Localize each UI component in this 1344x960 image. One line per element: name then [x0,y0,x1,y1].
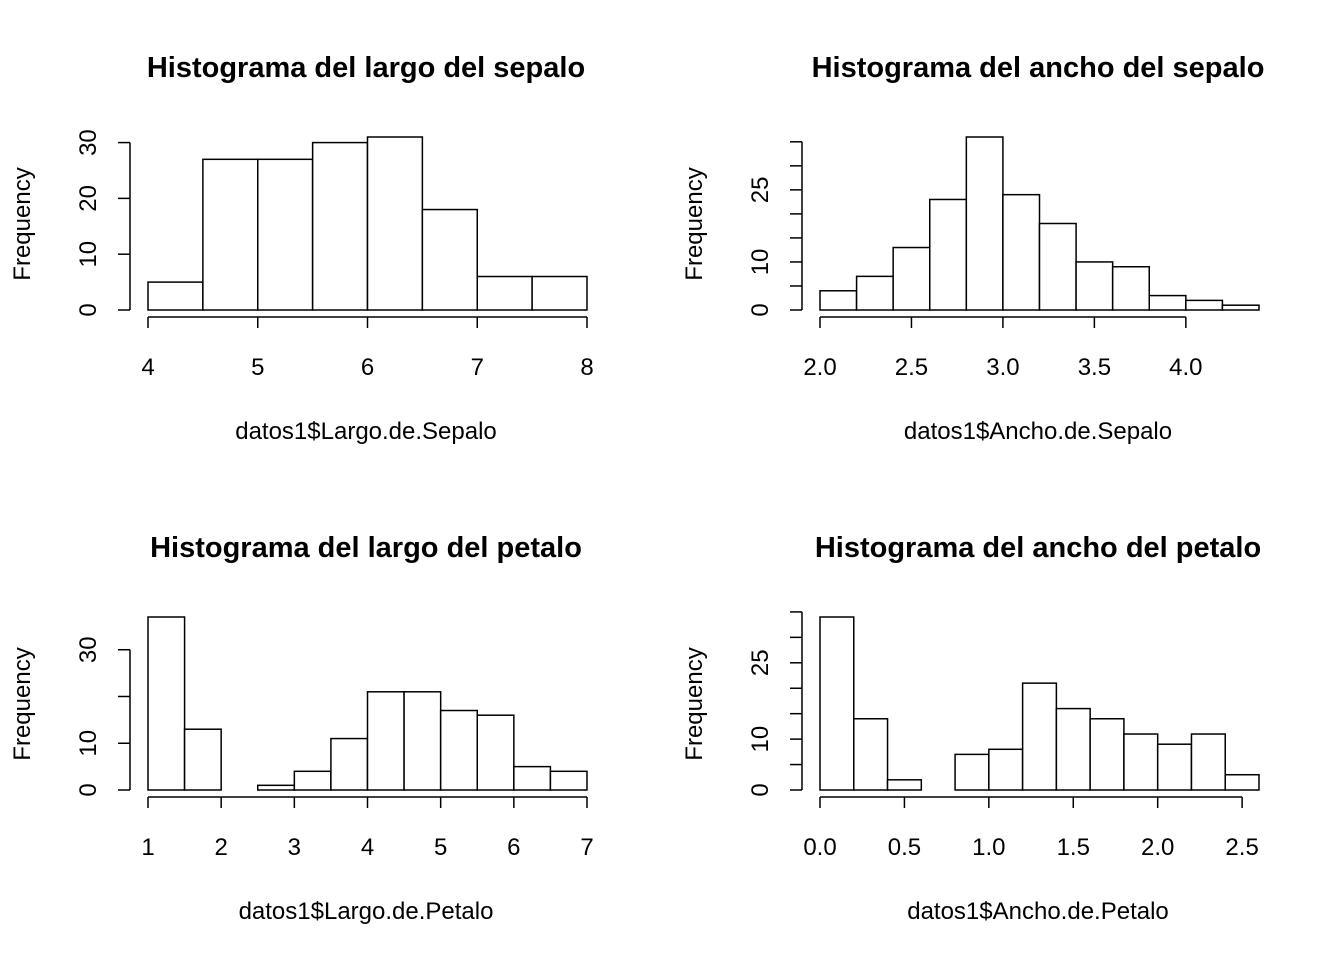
x-tick-label: 7 [471,354,484,381]
bar [1221,304,1260,311]
x-tick-label: 1.0 [972,834,1005,861]
bar [1224,773,1260,791]
x-tick-label: 1.5 [1057,834,1090,861]
bar [202,158,259,311]
x-tick-label: 2.0 [803,354,836,381]
y-axis-label: Frequency [9,167,36,280]
bar [147,616,186,791]
chart-title: Histograma del largo del petalo [150,532,582,564]
bar [1089,718,1125,791]
x-tick-label: 3 [288,834,301,861]
x-tick-label: 6 [507,834,520,861]
y-tick-label: 10 [75,241,102,268]
x-tick-label: 4 [141,354,154,381]
bar [1148,294,1187,311]
x-tick-label: 1 [141,834,154,861]
bar [439,709,478,791]
y-tick-label: 0 [747,783,774,796]
x-tick-label: 5 [251,354,264,381]
chart-title: Histograma del largo del sepalo [147,52,585,84]
bar [1021,682,1058,791]
panel: Histograma del ancho del petalo datos1$An… [681,532,1261,925]
bar [1002,193,1041,311]
x-tick-label: 8 [580,354,593,381]
y-tick-label: 30 [75,129,102,156]
x-tick-label: 5 [434,834,447,861]
y-axis-label: Frequency [681,647,708,760]
bar [886,779,923,791]
bar [476,714,515,791]
x-tick-label: 2.5 [1225,834,1258,861]
x-tick-label: 3.5 [1078,354,1111,381]
bar [531,275,588,311]
bar [853,718,889,791]
x-tick-label: 4.0 [1169,354,1202,381]
y-tick-label: 10 [75,730,102,757]
y-tick-label: 25 [747,649,774,676]
bar [1055,707,1091,791]
bar [819,290,858,311]
y-tick-label: 0 [747,303,774,316]
x-tick-label: 0.0 [803,834,836,861]
panel: Histograma del ancho del sepalo datos1$An… [681,52,1264,445]
bar [366,691,405,791]
y-axis-label: Frequency [9,647,36,760]
bar [421,208,478,311]
y-tick-label: 20 [75,185,102,212]
y-tick-label: 25 [747,177,774,204]
bar [257,158,314,311]
y-tick-label: 0 [75,783,102,796]
bar [1123,733,1159,791]
y-axis-label: Frequency [681,167,708,280]
bar [965,136,1004,311]
bar [147,281,204,311]
x-tick-label: 0.5 [888,834,921,861]
x-tick-label: 2.5 [895,354,928,381]
chart-title: Histograma del ancho del petalo [815,532,1261,564]
bar [855,275,894,311]
bar [1075,261,1114,311]
bar [1185,299,1224,311]
x-tick-label: 4 [361,834,374,861]
bar [330,737,369,791]
panel: Histograma del largo del sepalo datos1$La… [9,52,594,445]
y-tick-label: 10 [747,726,774,753]
y-tick-label: 30 [75,636,102,663]
bar [257,784,296,791]
bar [549,770,588,791]
bar [988,748,1024,791]
bar [819,616,855,791]
x-tick-label: 7 [580,834,593,861]
x-axis-label: datos1$Ancho.de.Sepalo [904,418,1172,445]
x-axis-label: datos1$Largo.de.Petalo [239,898,494,925]
bar [366,136,424,311]
y-tick-label: 10 [747,249,774,276]
bar [403,691,442,791]
bar [929,198,968,311]
x-tick-label: 2 [214,834,227,861]
x-tick-label: 3.0 [986,354,1019,381]
bar [293,770,332,791]
bar [476,275,533,311]
y-tick-label: 0 [75,303,102,316]
x-tick-label: 6 [361,354,374,381]
bar [513,765,552,791]
chart-title: Histograma del ancho del sepalo [812,52,1265,84]
bar [1038,222,1077,311]
bar [892,246,931,311]
bar [183,728,222,791]
bar [1190,733,1226,791]
bar [1111,266,1150,311]
bar [1156,743,1193,791]
x-tick-label: 2.0 [1141,834,1174,861]
x-axis-label: datos1$Ancho.de.Petalo [907,898,1169,925]
panel: Histograma del largo del petalo datos1$La… [9,532,594,925]
bar [311,141,369,311]
bar [954,753,990,791]
x-axis-label: datos1$Largo.de.Sepalo [235,418,497,445]
